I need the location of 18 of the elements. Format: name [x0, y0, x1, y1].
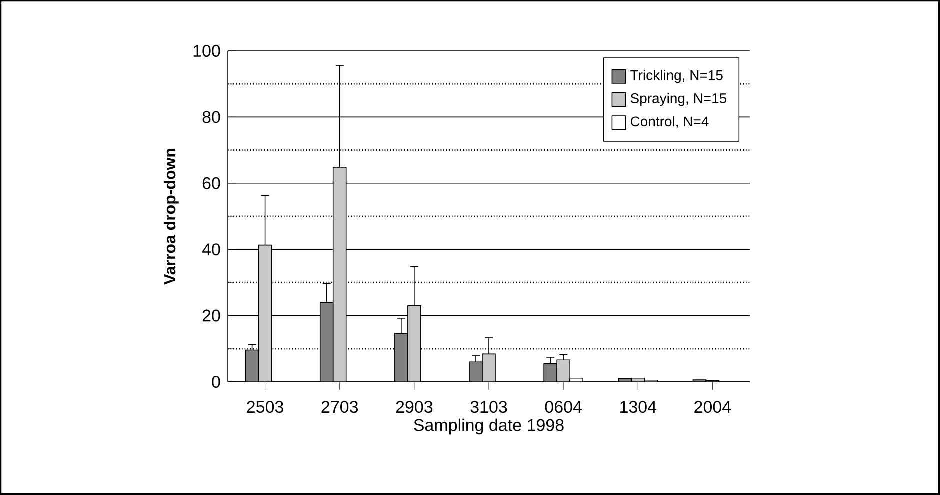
x-tick-label: 2903 [396, 401, 433, 414]
x-tick-label: 2004 [694, 401, 732, 414]
x-tick-label: 2503 [247, 401, 284, 414]
legend-label: Spraying, N=15 [630, 93, 727, 106]
x-tick-label: 2703 [322, 401, 358, 414]
y-axis-title: Varroa drop-down [164, 149, 179, 285]
y-tick-label: 100 [194, 45, 220, 58]
y-tick-label: 20 [202, 310, 220, 322]
x-tick-label: 3103 [470, 401, 508, 414]
x-axis-title: Sampling date 1998 [414, 418, 564, 435]
x-tick-label: 1304 [620, 401, 657, 414]
legend-label: Trickling, N=15 [630, 70, 723, 84]
y-tick-label: 0 [212, 376, 220, 388]
legend-label: Control, N=4 [630, 116, 709, 128]
y-tick-label: 60 [202, 177, 220, 190]
y-tick-label: 40 [202, 244, 220, 256]
y-tick-label: 80 [202, 111, 220, 124]
x-tick-label: 0604 [545, 401, 582, 414]
